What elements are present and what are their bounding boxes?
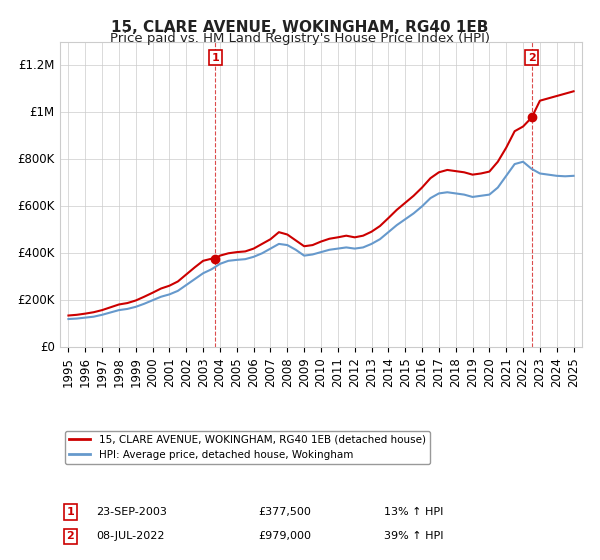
Text: £600K: £600K — [17, 200, 55, 213]
Text: £377,500: £377,500 — [259, 507, 311, 517]
Text: £800K: £800K — [17, 153, 55, 166]
Text: £200K: £200K — [17, 294, 55, 307]
Text: 39% ↑ HPI: 39% ↑ HPI — [383, 531, 443, 542]
Text: 1: 1 — [212, 53, 219, 63]
Text: 2: 2 — [528, 53, 536, 63]
Text: 15, CLARE AVENUE, WOKINGHAM, RG40 1EB: 15, CLARE AVENUE, WOKINGHAM, RG40 1EB — [112, 20, 488, 35]
Text: 13% ↑ HPI: 13% ↑ HPI — [383, 507, 443, 517]
Text: £979,000: £979,000 — [259, 531, 311, 542]
Text: £1.2M: £1.2M — [19, 59, 55, 72]
Text: £400K: £400K — [17, 247, 55, 260]
Text: 2: 2 — [67, 531, 74, 542]
Legend: 15, CLARE AVENUE, WOKINGHAM, RG40 1EB (detached house), HPI: Average price, deta: 15, CLARE AVENUE, WOKINGHAM, RG40 1EB (d… — [65, 431, 430, 464]
Text: Price paid vs. HM Land Registry's House Price Index (HPI): Price paid vs. HM Land Registry's House … — [110, 32, 490, 45]
Text: 23-SEP-2003: 23-SEP-2003 — [97, 507, 167, 517]
Text: 08-JUL-2022: 08-JUL-2022 — [97, 531, 165, 542]
Text: 1: 1 — [67, 507, 74, 517]
Text: £1M: £1M — [29, 106, 55, 119]
Text: £0: £0 — [40, 340, 55, 354]
